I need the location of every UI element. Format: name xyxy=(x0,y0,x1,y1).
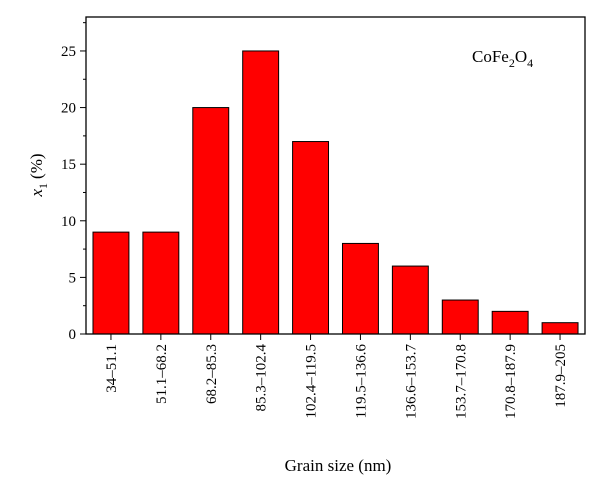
x-tick-label: 170.8–187.9 xyxy=(503,344,519,419)
x-tick-label: 51.1–68.2 xyxy=(154,344,170,404)
compound-annotation: CoFe2O4 xyxy=(472,47,533,70)
x-tick-label: 68.2–85.3 xyxy=(204,344,220,404)
bar xyxy=(92,231,130,335)
bar xyxy=(391,265,429,335)
x-tick-label: 153.7–170.8 xyxy=(453,344,469,419)
x-tick-label: 119.5–136.6 xyxy=(353,344,369,419)
bar xyxy=(491,310,529,335)
bar xyxy=(192,107,230,335)
x-axis-label: Grain size (nm) xyxy=(285,456,392,475)
y-tick-label: 15 xyxy=(61,157,76,173)
bar xyxy=(341,242,379,335)
bar xyxy=(242,50,280,335)
x-tick-label: 34–51.1 xyxy=(104,344,120,393)
y-tick-label: 10 xyxy=(61,214,76,230)
plot-frame xyxy=(85,16,586,335)
y-axis-label: x1(%) xyxy=(27,153,50,197)
bars xyxy=(92,50,579,335)
x-tick-label: 187.9–205 xyxy=(553,344,569,408)
x-tick-label: 85.3–102.4 xyxy=(254,344,270,412)
x-tick-label: 102.4–119.5 xyxy=(304,344,320,418)
bar xyxy=(292,141,330,335)
bar xyxy=(541,322,579,335)
x-tick-label: 136.6–153.7 xyxy=(403,344,419,420)
y-ticks: 0 5 10 15 20 25 xyxy=(61,22,86,343)
y-tick-label: 20 xyxy=(61,101,76,117)
bar xyxy=(142,231,180,335)
x-ticks: 34–51.1 51.1–68.2 68.2–85.3 85.3–102.4 102.4… xyxy=(104,334,569,419)
y-tick-label: 0 xyxy=(69,327,77,343)
y-tick-label: 25 xyxy=(61,44,76,60)
bar xyxy=(441,299,479,335)
y-tick-label: 5 xyxy=(69,270,77,286)
